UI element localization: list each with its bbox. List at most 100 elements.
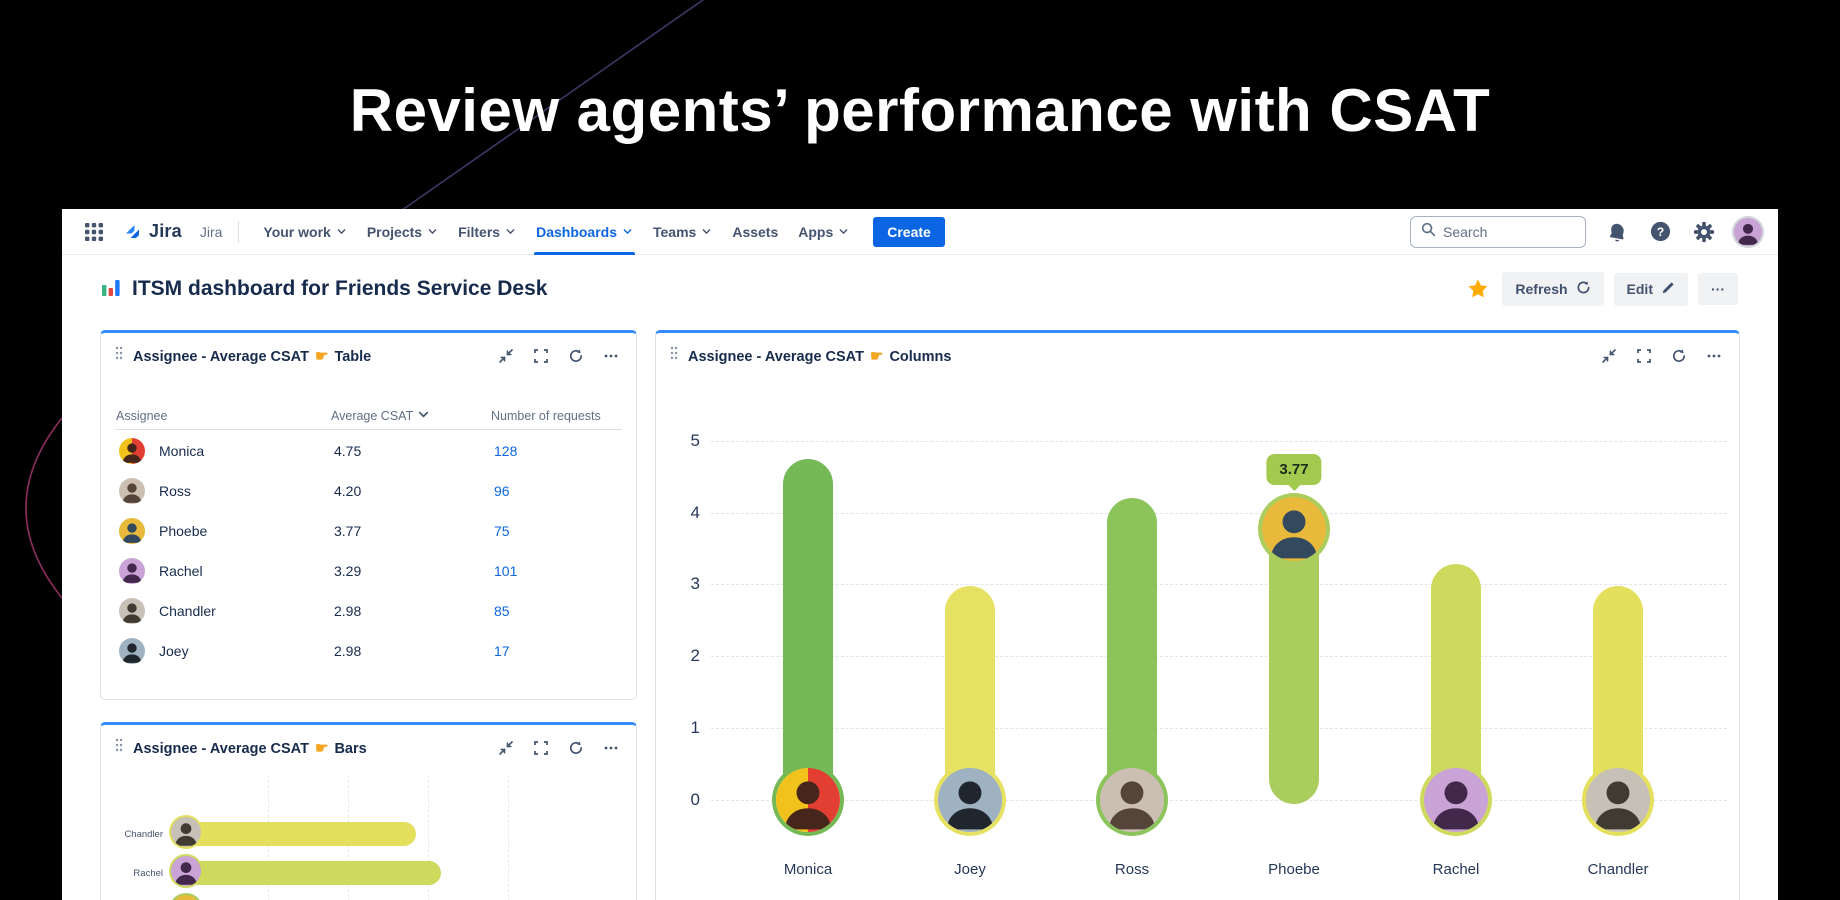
drag-handle-icon[interactable] <box>115 738 123 757</box>
page-header: ITSM dashboard for Friends Service Desk … <box>100 269 1738 309</box>
column-header-assignee[interactable]: Assignee <box>116 409 168 423</box>
requests-count-link[interactable]: 75 <box>494 523 510 539</box>
refresh-button[interactable]: Refresh <box>1502 272 1604 306</box>
nav-item-apps[interactable]: Apps <box>788 209 859 255</box>
nav-item-filters[interactable]: Filters <box>448 209 526 255</box>
panel-more-icon[interactable] <box>602 739 620 757</box>
requests-count-link[interactable]: 17 <box>494 643 510 659</box>
x-axis-label-ross: Ross <box>1114 861 1150 878</box>
gridline <box>711 656 1727 658</box>
avatar-ross <box>1100 768 1164 832</box>
refresh-panel-icon[interactable] <box>567 739 585 757</box>
nav-divider <box>238 220 240 243</box>
avatar-joey <box>119 638 145 664</box>
nav-item-dashboards[interactable]: Dashboards <box>526 209 643 255</box>
refresh-icon <box>1576 280 1591 298</box>
search-box[interactable] <box>1410 215 1586 248</box>
assignee-name: Joey <box>159 643 189 659</box>
panel-toolbar <box>1600 347 1723 365</box>
requests-count-link[interactable]: 96 <box>494 483 510 499</box>
fullscreen-icon[interactable] <box>1635 347 1653 365</box>
requests-count-link[interactable]: 85 <box>494 603 510 619</box>
avatar-phoebe <box>119 518 145 544</box>
refresh-panel-icon[interactable] <box>1670 347 1688 365</box>
avatar-chandler <box>119 598 145 624</box>
svg-text:?: ? <box>1656 225 1663 239</box>
requests-count-link[interactable]: 101 <box>494 563 518 579</box>
average-csat-value: 4.75 <box>334 443 362 459</box>
drag-handle-icon[interactable] <box>115 346 123 365</box>
create-button[interactable]: Create <box>873 216 945 247</box>
bar-chandler[interactable] <box>175 822 416 846</box>
pointing-hand-icon: ☛ <box>314 739 329 757</box>
notifications-bell-icon[interactable] <box>1602 218 1630 246</box>
table-row-joey: Joey 2.98 17 <box>101 631 636 671</box>
average-csat-value: 2.98 <box>334 643 362 659</box>
pointing-hand-icon: ☛ <box>869 347 884 365</box>
gridline <box>711 584 1727 586</box>
avatar-rachel <box>171 856 201 886</box>
bar-row-phoebe: Phoebe <box>101 895 636 900</box>
collapse-icon[interactable] <box>1600 347 1618 365</box>
panel-more-icon[interactable] <box>602 347 620 365</box>
average-csat-value: 2.98 <box>334 603 362 619</box>
bar-row-rachel: Rachel <box>101 856 636 886</box>
table-header-divider <box>115 429 622 430</box>
table-row-rachel: Rachel 3.29 101 <box>101 551 636 591</box>
nav-item-teams[interactable]: Teams <box>643 209 722 255</box>
nav-item-assets[interactable]: Assets <box>732 223 779 240</box>
column-monica[interactable] <box>783 458 833 824</box>
avatar-chandler <box>171 817 201 847</box>
avatar-rachel <box>1734 217 1762 246</box>
avatar-rachel <box>119 558 145 584</box>
edit-button[interactable]: Edit <box>1613 272 1688 306</box>
gridline <box>711 440 1727 442</box>
jira-logo[interactable]: Jira <box>116 221 188 242</box>
user-avatar[interactable] <box>1734 217 1762 246</box>
search-input[interactable] <box>1443 223 1563 240</box>
help-question-icon[interactable]: ? <box>1646 218 1674 246</box>
star-icon[interactable] <box>1464 275 1492 303</box>
panel-title: Assignee - Average CSAT ☛ Table <box>133 347 372 365</box>
panel-toolbar <box>497 739 620 757</box>
settings-gear-icon[interactable] <box>1690 218 1718 246</box>
gridline <box>711 800 1727 801</box>
panel-title: Assignee - Average CSAT ☛ Bars <box>133 739 367 757</box>
gridline <box>711 512 1727 514</box>
table-row-phoebe: Phoebe 3.77 75 <box>101 511 636 551</box>
panel-more-icon[interactable] <box>1705 347 1723 365</box>
fullscreen-icon[interactable] <box>532 739 550 757</box>
nav-item-your-work[interactable]: Your work <box>253 209 356 255</box>
column-phoebe[interactable] <box>1269 529 1319 804</box>
nav-item-projects[interactable]: Projects <box>357 209 448 255</box>
refresh-panel-icon[interactable] <box>567 347 585 365</box>
collapse-icon[interactable] <box>497 739 515 757</box>
gridline <box>711 728 1727 730</box>
avatar-joey <box>938 768 1002 832</box>
pencil-icon <box>1661 281 1675 298</box>
requests-count-link[interactable]: 128 <box>494 443 518 459</box>
panel-average-csat-bars: Assignee - Average CSAT ☛ Bars Chandler … <box>100 722 637 900</box>
fullscreen-icon[interactable] <box>532 347 550 365</box>
panel-average-csat-table: Assignee - Average CSAT ☛ Table Assignee… <box>100 330 637 700</box>
gridline <box>508 775 509 900</box>
more-button[interactable]: ··· <box>1698 273 1738 305</box>
column-header-average-csat[interactable]: Average CSAT <box>331 408 491 424</box>
column-header-number-of-requests[interactable]: Number of requests <box>491 409 601 423</box>
edit-button-label: Edit <box>1626 281 1653 297</box>
sort-chevron-down-icon <box>417 408 430 424</box>
pointing-hand-icon: ☛ <box>314 347 329 365</box>
y-axis-tick: 4 <box>690 502 700 522</box>
collapse-icon[interactable] <box>497 347 515 365</box>
app-switcher-grid-icon[interactable] <box>78 216 110 248</box>
jira-window: Jira Jira Your work Projects Filters Dashbo… <box>62 209 1778 900</box>
chevron-down-icon <box>505 226 516 237</box>
x-axis-label-joey: Joey <box>954 861 986 878</box>
page-actions: Refresh Edit ··· <box>1464 272 1738 306</box>
x-axis-label-phoebe: Phoebe <box>1268 861 1320 878</box>
bar-label: Rachel <box>133 868 163 879</box>
bar-rachel[interactable] <box>175 861 441 885</box>
drag-handle-icon[interactable] <box>670 346 678 365</box>
average-csat-value: 3.29 <box>334 563 362 579</box>
bar-label: Chandler <box>124 829 163 840</box>
